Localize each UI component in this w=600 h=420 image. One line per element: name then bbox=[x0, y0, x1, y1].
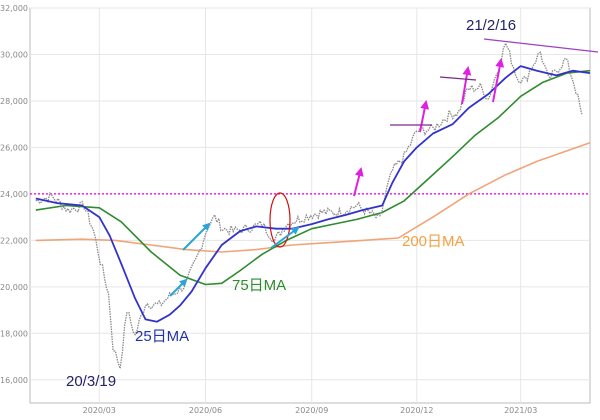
magenta-arrow-4 bbox=[492, 58, 505, 103]
x-tick-label: 2020/03 bbox=[83, 406, 116, 415]
magenta-arrow-2 bbox=[419, 100, 430, 133]
x-tick-label: 2020/06 bbox=[189, 406, 222, 415]
series-line-ma25 bbox=[35, 65, 591, 323]
trend-line-top bbox=[483, 38, 599, 53]
label-ma75: 75日MA bbox=[232, 277, 286, 294]
y-tick-label: 20,000 bbox=[0, 283, 28, 292]
x-axis: 2020/03 2020/06 2020/09 2020/12 2021/03 bbox=[83, 406, 538, 415]
y-tick-label: 28,000 bbox=[0, 97, 28, 106]
magenta-arrow-1 bbox=[353, 167, 364, 197]
resistance-line-2 bbox=[439, 76, 477, 81]
label-ma200: 200日MA bbox=[402, 233, 465, 250]
cyan-arrow-3 bbox=[270, 226, 300, 249]
y-tick-label: 26,000 bbox=[0, 143, 28, 152]
magenta-arrow-3 bbox=[461, 66, 472, 105]
annotations: 200日MA 75日MA 25日MA 20/3/19 21/2/16 bbox=[66, 17, 516, 390]
x-tick-label: 2020/09 bbox=[295, 406, 328, 415]
label-ma25: 25日MA bbox=[135, 328, 189, 345]
series-line-ma200 bbox=[35, 142, 591, 253]
series-line-price bbox=[35, 41, 583, 369]
y-tick-label: 18,000 bbox=[0, 329, 28, 338]
series-layer bbox=[35, 41, 591, 369]
y-tick-label: 22,000 bbox=[0, 236, 28, 245]
highlight-ellipse bbox=[269, 192, 291, 248]
y-tick-label: 32,000 bbox=[0, 4, 28, 13]
overlay-marks bbox=[169, 38, 599, 297]
label-low: 20/3/19 bbox=[66, 373, 116, 390]
y-tick-label: 16,000 bbox=[0, 376, 28, 385]
y-axis: 16,000 18,000 20,000 22,000 24,000 26,000 28,0… bbox=[0, 4, 28, 385]
x-tick-label: 2021/03 bbox=[504, 406, 537, 415]
cyan-arrow-2 bbox=[182, 222, 211, 251]
y-tick-label: 24,000 bbox=[0, 190, 28, 199]
y-tick-label: 30,000 bbox=[0, 50, 28, 59]
cyan-arrow-1 bbox=[169, 278, 188, 297]
plot-background bbox=[29, 7, 591, 404]
series-line-ma75 bbox=[35, 69, 591, 286]
label-peak: 21/2/16 bbox=[466, 17, 516, 34]
x-tick-label: 2020/12 bbox=[400, 406, 433, 415]
